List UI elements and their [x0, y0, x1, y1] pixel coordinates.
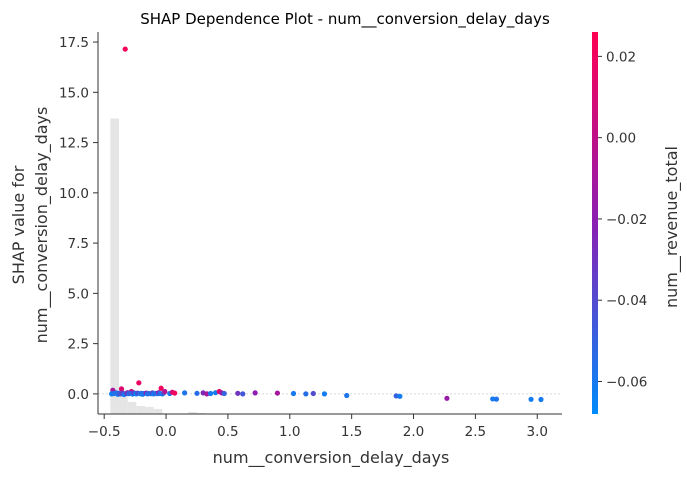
scatter-point: [118, 386, 125, 392]
scatter-point: [221, 390, 227, 397]
x-tick-label: 0.5: [217, 424, 238, 440]
x-tick-label: 2.5: [465, 424, 486, 440]
scatter-point: [158, 385, 164, 391]
scatter-point: [303, 391, 309, 397]
colorbar-tick-label: 0.00: [606, 131, 636, 147]
x-tick-label: −0.5: [88, 424, 121, 440]
scatter-point: [344, 392, 350, 399]
y-tick-label: 15.0: [59, 85, 89, 101]
scatter-point: [235, 390, 241, 396]
scatter-point: [172, 390, 178, 396]
y-tick-label: 10.0: [59, 186, 89, 202]
histogram-bar: [119, 389, 128, 414]
scatter-point: [122, 46, 128, 52]
x-tick-label: 2.0: [403, 424, 424, 440]
colorbar-tick-label: −0.04: [606, 293, 647, 309]
histogram-bar: [110, 118, 120, 414]
y-tick-label: 12.5: [59, 136, 89, 152]
scatter-point: [290, 390, 297, 397]
histogram-bar: [153, 408, 163, 414]
x-tick-label: 1.5: [341, 424, 362, 440]
colorbar-tick-label: −0.06: [606, 374, 647, 390]
scatter-point: [444, 395, 450, 401]
y-tick-label: 2.5: [68, 337, 89, 353]
chart-title: SHAP Dependence Plot - num__conversion_d…: [140, 10, 550, 29]
y-axis-ticks: 0.0 2.5 5.0 7.5 10.0 12.5 15.0 17.5: [59, 35, 98, 403]
colorbar-tick-label: 0.02: [606, 49, 636, 65]
scatter-point: [528, 396, 534, 402]
feature-histogram: [110, 118, 206, 414]
y-tick-label: 0.0: [68, 387, 89, 403]
scatter-point: [136, 380, 142, 386]
scatter-point: [538, 396, 544, 403]
x-axis-label: num__conversion_delay_days: [213, 448, 450, 468]
y-tick-label: 17.5: [59, 35, 89, 51]
y-axis-label-line-1: SHAP value for: [9, 165, 28, 284]
scatter-point: [493, 396, 500, 402]
scatter-point: [162, 388, 168, 395]
histogram-bar: [136, 405, 146, 414]
scatter-point: [397, 393, 403, 399]
scatter-point: [182, 390, 188, 396]
scatter-point: [252, 390, 258, 396]
scatter-point: [274, 390, 281, 396]
scatter-point: [310, 390, 316, 397]
colorbar-ticks: −0.06 −0.04 −0.02 0.00 0.02: [598, 49, 647, 390]
x-tick-label: 3.0: [527, 424, 548, 440]
y-tick-label: 5.0: [68, 286, 89, 302]
histogram-bar: [127, 401, 137, 414]
colorbar-tick-label: −0.02: [606, 212, 647, 228]
histogram-bar: [196, 412, 206, 414]
y-axis-label-line-2: num__conversion_delay_days: [32, 107, 52, 344]
histogram-bar: [188, 411, 197, 414]
colorbar-label: num__revenue_total: [662, 146, 682, 308]
x-axis-ticks: −0.5 0.0 0.5 1.0 1.5 2.0 2.5 3.0: [88, 414, 548, 440]
scatter-point: [321, 391, 328, 397]
scatter-point: [207, 390, 214, 397]
y-axis-label: SHAP value for num__conversion_delay_day…: [9, 107, 52, 344]
scatter-point: [490, 396, 496, 402]
histogram-bar: [145, 406, 154, 414]
x-tick-label: 1.0: [279, 424, 300, 440]
colorbar: [592, 32, 598, 414]
y-tick-label: 7.5: [68, 236, 89, 252]
x-tick-label: 0.0: [155, 424, 176, 440]
scatter-point: [240, 391, 246, 397]
scatter-points: [109, 46, 544, 403]
scatter-point: [194, 390, 200, 396]
